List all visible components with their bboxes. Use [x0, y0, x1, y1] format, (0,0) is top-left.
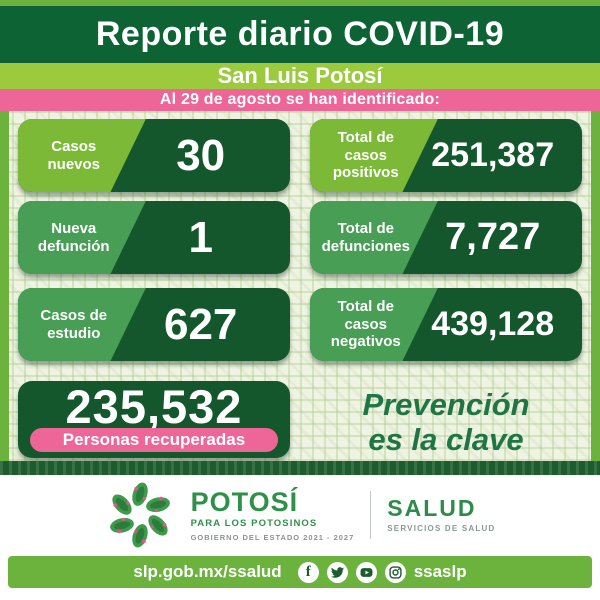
prevention-slogan: Prevención es la clave [362, 387, 530, 457]
potosi-title: POTOSÍ [190, 486, 299, 517]
stat-value: 251,387 [431, 136, 555, 174]
stat-label: Total de defunciones [321, 219, 410, 255]
stat-value: 627 [163, 299, 238, 349]
footer-divider [370, 491, 372, 539]
potosi-wordmark: POTOSÍ PARA LOS POTOSINOS GOBIERNO DEL E… [190, 486, 355, 542]
bottom-contact-bar: slp.gob.mx/ssalud f ssaslp [8, 556, 592, 588]
instagram-icon[interactable] [384, 561, 406, 583]
top-frame-strip [0, 0, 600, 6]
stat-card-casos-estudio: Casos de estudio 627 [18, 288, 290, 361]
stat-label: Casos nuevos [47, 137, 101, 173]
stat-card-nueva-defuncion: Nueva defunción 1 [18, 201, 290, 274]
potosi-subtitle: PARA LOS POTOSINOS [190, 517, 318, 529]
website-url[interactable]: slp.gob.mx/ssalud [133, 562, 282, 581]
stat-label: Casos de estudio [40, 306, 108, 342]
right-frame-strip [591, 111, 600, 461]
recovered-value: 235,532 [65, 380, 243, 433]
potosi-government-line: GOBIERNO DEL ESTADO 2021 - 2027 [190, 532, 355, 542]
state-name: San Luis Potosí [217, 63, 383, 88]
date-banner: Al 29 de agosto se han identificado: [0, 89, 600, 111]
stat-value: 30 [176, 130, 226, 180]
state-bar: San Luis Potosí [0, 63, 600, 89]
salud-title: SALUD [387, 495, 477, 521]
social-handle[interactable]: ssaslp [413, 562, 467, 581]
stat-value: 439,128 [431, 305, 555, 343]
stat-label: Total de casos positivos [332, 128, 399, 182]
recovered-label-pill: Personas recuperadas [30, 428, 278, 452]
recovered-card: 235,532 Personas recuperadas [18, 380, 290, 458]
stat-value: 1 [188, 212, 213, 262]
salud-subtitle: SERVICIOS DE SALUD [387, 524, 496, 533]
page-title: Reporte diario COVID-19 [95, 15, 505, 53]
salud-wordmark: SALUD SERVICIOS DE SALUD [387, 495, 496, 534]
stat-card-total-defunciones: Total de defunciones 7,727 [310, 201, 582, 274]
dark-divider-strip [0, 461, 600, 475]
twitter-icon[interactable] [326, 561, 348, 583]
stat-card-casos-positivos: Total de casos positivos 251,387 [310, 119, 582, 192]
left-frame-strip [0, 111, 9, 461]
stat-value: 7,727 [445, 216, 541, 258]
footer-logos: POTOSÍ PARA LOS POTOSINOS GOBIERNO DEL E… [0, 475, 600, 555]
facebook-icon[interactable]: f [297, 561, 319, 583]
potosi-emblem-icon [104, 482, 175, 550]
youtube-icon[interactable] [355, 561, 377, 583]
stat-label: Nueva defunción [37, 219, 110, 255]
stat-label: Total de casos negativos [330, 297, 401, 351]
stat-card-casos-negativos: Total de casos negativos 439,128 [310, 288, 582, 361]
stat-card-casos-nuevos: Casos nuevos 30 [18, 119, 290, 192]
report-header: Reporte diario COVID-19 [0, 6, 600, 63]
date-banner-text: Al 29 de agosto se han identificado: [159, 91, 441, 108]
